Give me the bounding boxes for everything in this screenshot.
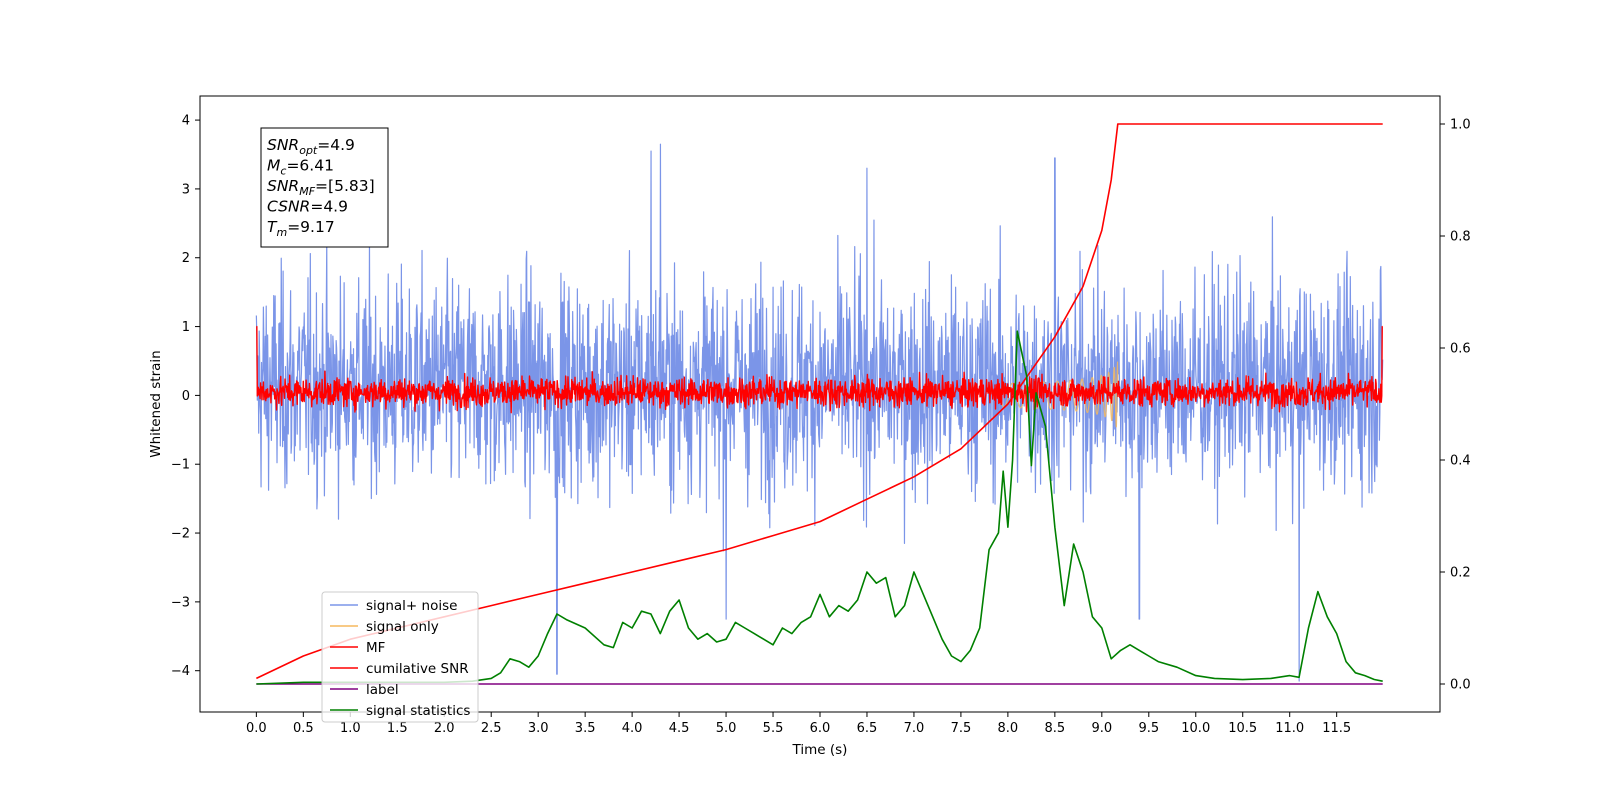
legend-label-signal-statistics: signal statistics [366, 703, 470, 719]
x-tick-label: 0.0 [246, 721, 267, 736]
left-y-tick-label: −2 [171, 527, 190, 542]
info-line: SNRopt=4.9 [267, 136, 355, 157]
x-tick-label: 6.0 [810, 721, 831, 736]
x-tick-label: 2.5 [481, 721, 502, 736]
x-tick-label: 8.5 [1045, 721, 1066, 736]
x-tick-label: 5.5 [763, 721, 784, 736]
x-axis-ticks: 0.0 0.5 1.0 1.5 2.0 2.5 3.0 3.5 4.0 4.5 5.0 5.5 6.0 6… [246, 712, 1351, 736]
x-tick-label: 7.0 [904, 721, 925, 736]
right-y-tick-label: 0.8 [1450, 230, 1471, 245]
legend-label-label: label [366, 682, 399, 698]
info-value: =6.41 [286, 157, 334, 175]
info-line: SNRMF=[5.83] [267, 177, 375, 198]
info-value: =4.9 [317, 136, 355, 154]
x-tick-label: 1.5 [387, 721, 408, 736]
legend-label-signal-noise: signal+ noise [366, 598, 457, 614]
left-y-tick-label: 3 [182, 182, 190, 197]
right-y-tick-label: 0.0 [1450, 678, 1471, 693]
x-tick-label: 9.5 [1138, 721, 1159, 736]
series-signal-only-line [997, 361, 1119, 428]
info-line: Tm=9.17 [267, 218, 335, 239]
info-symbol: CSNR [267, 198, 310, 216]
x-axis-label: Time (s) [792, 742, 848, 758]
right-y-tick-label: 0.6 [1450, 342, 1471, 357]
right-y-tick-label: 1.0 [1450, 118, 1471, 133]
info-value: =9.17 [287, 218, 335, 236]
info-value: =[5.83] [315, 177, 375, 195]
x-tick-label: 3.0 [528, 721, 549, 736]
info-symbol: T [267, 218, 278, 236]
left-y-tick-label: 2 [182, 251, 190, 266]
legend: signal+ noise signal only MF cumilative SNR… [321, 591, 479, 723]
x-tick-label: 8.0 [998, 721, 1019, 736]
x-tick-label: 7.5 [951, 721, 972, 736]
left-y-tick-label: 1 [182, 320, 190, 335]
x-tick-label: 4.5 [669, 721, 690, 736]
x-tick-label: 2.0 [434, 721, 455, 736]
series-signal-noise-line [255, 143, 1384, 682]
x-tick-label: 10.5 [1228, 721, 1257, 736]
x-tick-label: 6.5 [857, 721, 878, 736]
right-y-tick-label: 0.2 [1450, 566, 1471, 581]
info-line: Mc=6.41 [267, 157, 334, 178]
x-tick-label: 0.5 [293, 721, 314, 736]
left-y-tick-label: −4 [171, 664, 190, 679]
left-y-tick-label: 0 [182, 389, 190, 404]
left-y-axis-ticks: −4 −3 −2 −1 0 1 2 3 4 [171, 114, 200, 679]
info-symbol: M [267, 157, 280, 175]
info-line: CSNR=4.9 [267, 198, 348, 216]
info-box: SNRopt=4.9Mc=6.41SNRMF=[5.83]CSNR=4.9Tm=… [260, 127, 389, 248]
legend-label-signal-only: signal only [366, 619, 439, 635]
series-mf-line [256, 325, 1383, 414]
x-tick-label: 11.0 [1275, 721, 1304, 736]
info-subscript: m [276, 226, 287, 239]
info-value: =4.9 [310, 198, 348, 216]
series-signal-statistics-line [256, 330, 1383, 685]
left-y-tick-label: 4 [182, 114, 190, 129]
x-tick-label: 9.0 [1091, 721, 1112, 736]
legend-label-cumilative-snr: cumilative SNR [366, 661, 469, 677]
info-symbol: SNR [267, 177, 299, 195]
legend-label-mf: MF [366, 640, 385, 656]
x-tick-label: 3.5 [575, 721, 596, 736]
x-tick-label: 4.0 [622, 721, 643, 736]
legend-frame [321, 591, 479, 723]
left-y-tick-label: −1 [171, 458, 190, 473]
info-symbol: SNR [267, 136, 299, 154]
left-y-tick-label: −3 [171, 595, 190, 610]
y-axis-label: Whitened strain [148, 350, 164, 457]
right-y-axis-ticks: 0.0 0.2 0.4 0.6 0.8 1.0 [1440, 118, 1471, 693]
x-tick-label: 11.5 [1322, 721, 1351, 736]
info-subscript: MF [299, 185, 315, 198]
info-box-frame [260, 127, 389, 248]
x-tick-label: 5.0 [716, 721, 737, 736]
info-subscript: c [280, 165, 286, 178]
x-tick-label: 10.0 [1181, 721, 1210, 736]
x-tick-label: 1.0 [340, 721, 361, 736]
right-y-tick-label: 0.4 [1450, 454, 1471, 469]
info-subscript: opt [299, 144, 318, 157]
